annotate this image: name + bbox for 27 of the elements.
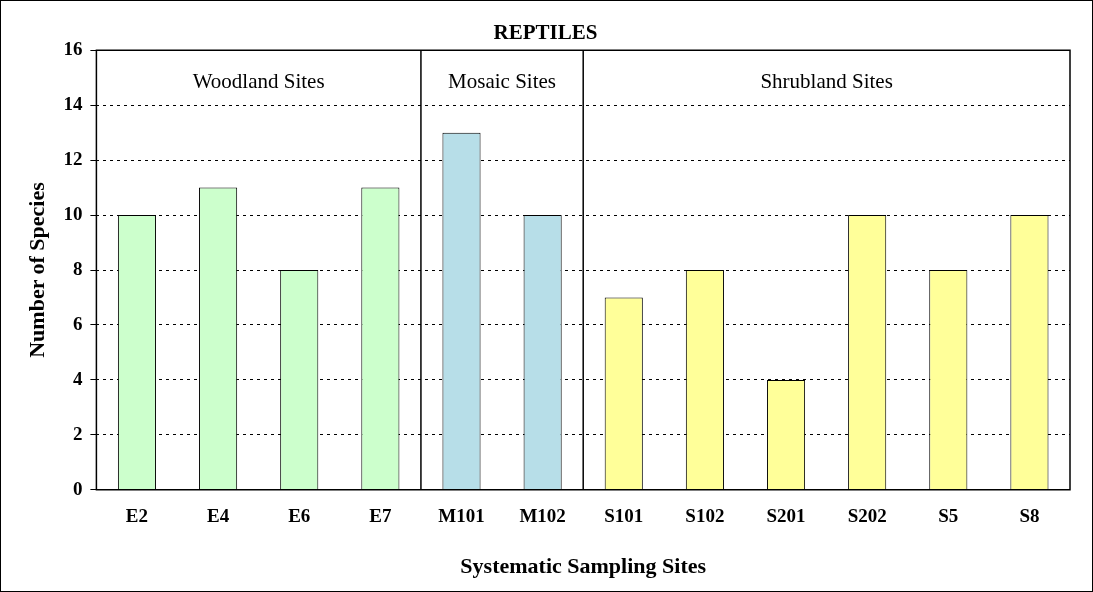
y-tick-label: 10 — [63, 202, 83, 224]
x-tick-label: S8 — [1019, 505, 1040, 527]
y-tick-label: 2 — [72, 422, 83, 444]
x-tick-label: M101 — [438, 505, 485, 527]
annotation: Mosaic Sites — [448, 68, 557, 93]
annotation: Woodland Sites — [192, 68, 325, 93]
y-tick-label: 16 — [63, 38, 83, 60]
y-tick-label: 12 — [63, 148, 83, 170]
x-tick-label: E2 — [125, 505, 149, 527]
x-axis-title: Systematic Sampling Sites — [460, 553, 707, 579]
x-tick-label: E4 — [207, 505, 230, 527]
annotation: Shrubland Sites — [760, 68, 893, 93]
y-tick-label: 4 — [72, 367, 83, 389]
x-tick-label: E6 — [288, 505, 311, 527]
x-tick-label: S202 — [847, 505, 887, 527]
x-tick-label: M102 — [519, 505, 566, 527]
y-tick-label: 8 — [72, 257, 83, 279]
y-tick-label: 14 — [63, 93, 83, 115]
y-tick-label: 6 — [72, 312, 83, 334]
y-axis-title: Number of Species — [23, 181, 49, 358]
x-tick-label: S201 — [766, 505, 806, 527]
x-tick-label: S101 — [604, 505, 644, 527]
x-tick-label: E7 — [369, 505, 392, 527]
x-tick-label: S5 — [938, 505, 959, 527]
y-tick-label: 0 — [72, 477, 83, 499]
x-tick-label: S102 — [685, 505, 725, 527]
chart-title: REPTILES — [493, 20, 598, 45]
